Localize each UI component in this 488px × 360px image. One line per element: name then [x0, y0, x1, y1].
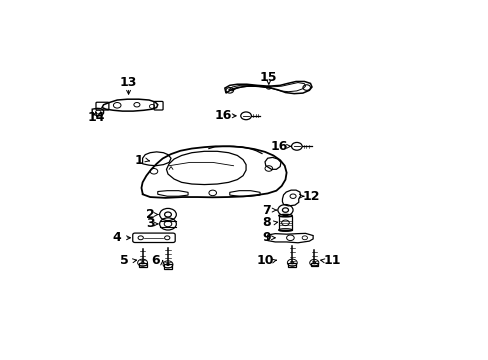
Text: 9: 9 — [262, 231, 270, 244]
Text: 12: 12 — [302, 190, 319, 203]
Bar — [163, 264, 172, 269]
Text: 5: 5 — [120, 254, 129, 267]
Text: 8: 8 — [262, 216, 270, 229]
Bar — [288, 263, 296, 267]
Text: 4: 4 — [113, 231, 122, 244]
Text: 11: 11 — [323, 254, 340, 267]
Text: 15: 15 — [260, 71, 277, 84]
Text: 13: 13 — [120, 76, 137, 89]
Text: 16: 16 — [214, 109, 231, 122]
Text: 2: 2 — [145, 208, 154, 221]
Bar — [278, 216, 292, 230]
Bar — [310, 263, 317, 266]
Text: 16: 16 — [270, 140, 287, 153]
Text: 10: 10 — [257, 254, 274, 267]
Text: 1: 1 — [134, 154, 143, 167]
Text: 14: 14 — [87, 111, 104, 124]
Text: 3: 3 — [145, 217, 154, 230]
Text: 6: 6 — [150, 254, 159, 267]
Text: 7: 7 — [262, 203, 270, 217]
Bar — [139, 263, 146, 267]
